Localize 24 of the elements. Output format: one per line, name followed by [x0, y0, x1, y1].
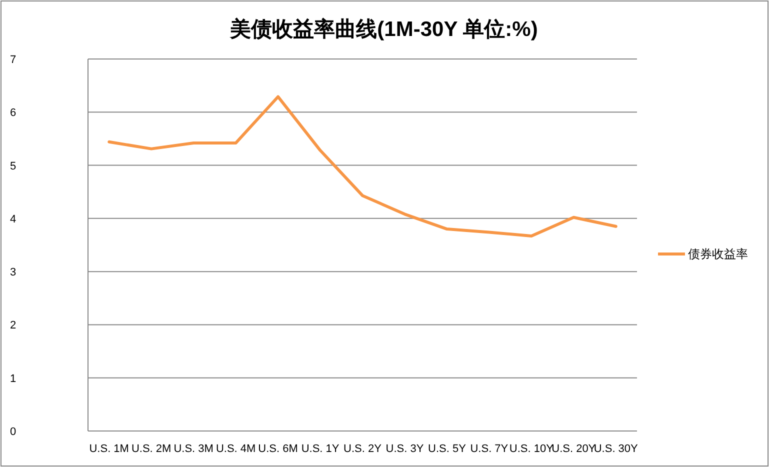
x-tick-label: U.S. 6M: [258, 443, 298, 455]
y-tick-label: 2: [10, 320, 16, 332]
y-tick-label: 5: [10, 160, 16, 172]
x-tick-label: U.S. 2M: [131, 443, 172, 455]
x-tick-label: U.S. 5Y: [428, 443, 467, 455]
y-tick-label: 0: [10, 426, 16, 438]
x-tick-label: U.S. 10Y: [509, 443, 554, 455]
x-tick-label: U.S. 2Y: [344, 443, 382, 455]
y-tick-label: 6: [10, 107, 16, 120]
x-tick-label: U.S. 3M: [174, 443, 214, 455]
x-tick-label: U.S. 3Y: [386, 443, 424, 455]
x-tick-label: U.S. 1M: [89, 443, 129, 455]
x-tick-label: U.S. 4M: [216, 443, 256, 455]
x-tick-label: U.S. 30Y: [594, 443, 639, 455]
y-tick-label: 3: [10, 266, 16, 279]
line-series: [108, 95, 618, 238]
x-tick-label: U.S. 1Y: [301, 443, 340, 455]
x-tick-label: U.S. 20Y: [552, 443, 596, 455]
x-tick-label: U.S. 7Y: [470, 443, 509, 455]
chart-title: 美债收益率曲线(1M-30Y 单位:%): [229, 17, 538, 41]
y-tick-label: 4: [10, 213, 16, 226]
y-tick-label: 7: [10, 54, 16, 66]
legend-label: 债券收益率: [688, 247, 748, 261]
y-tick-label: 1: [10, 372, 16, 385]
